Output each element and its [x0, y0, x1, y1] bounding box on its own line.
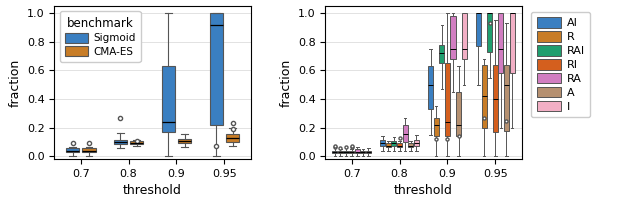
PathPatch shape	[397, 143, 402, 147]
PathPatch shape	[414, 140, 419, 145]
PathPatch shape	[434, 118, 438, 136]
Y-axis label: fraction: fraction	[279, 59, 292, 107]
PathPatch shape	[456, 92, 461, 136]
PathPatch shape	[82, 148, 95, 152]
PathPatch shape	[408, 143, 413, 147]
PathPatch shape	[392, 141, 396, 145]
PathPatch shape	[451, 16, 456, 59]
PathPatch shape	[439, 45, 444, 63]
PathPatch shape	[487, 13, 492, 52]
PathPatch shape	[504, 65, 509, 131]
PathPatch shape	[476, 13, 481, 46]
PathPatch shape	[349, 151, 354, 153]
Legend: AI, R, RAI, RI, RA, A, I: AI, R, RAI, RI, RA, A, I	[531, 12, 590, 117]
PathPatch shape	[428, 66, 433, 109]
PathPatch shape	[445, 63, 450, 136]
PathPatch shape	[209, 13, 223, 125]
PathPatch shape	[493, 65, 498, 132]
X-axis label: threshold: threshold	[123, 184, 182, 197]
PathPatch shape	[360, 151, 365, 153]
Legend: Sigmoid, CMA-ES: Sigmoid, CMA-ES	[60, 11, 141, 62]
PathPatch shape	[344, 151, 349, 153]
PathPatch shape	[114, 140, 127, 144]
PathPatch shape	[338, 151, 343, 153]
PathPatch shape	[509, 13, 515, 73]
PathPatch shape	[130, 141, 143, 144]
PathPatch shape	[403, 125, 408, 142]
PathPatch shape	[355, 149, 360, 153]
PathPatch shape	[461, 13, 467, 59]
PathPatch shape	[380, 140, 385, 146]
PathPatch shape	[66, 148, 79, 152]
PathPatch shape	[332, 151, 337, 153]
PathPatch shape	[366, 151, 371, 153]
PathPatch shape	[499, 13, 504, 73]
PathPatch shape	[226, 134, 239, 142]
PathPatch shape	[178, 139, 191, 143]
PathPatch shape	[162, 66, 175, 132]
X-axis label: threshold: threshold	[394, 184, 453, 197]
PathPatch shape	[386, 143, 391, 147]
PathPatch shape	[481, 65, 486, 128]
Y-axis label: fraction: fraction	[8, 59, 21, 107]
